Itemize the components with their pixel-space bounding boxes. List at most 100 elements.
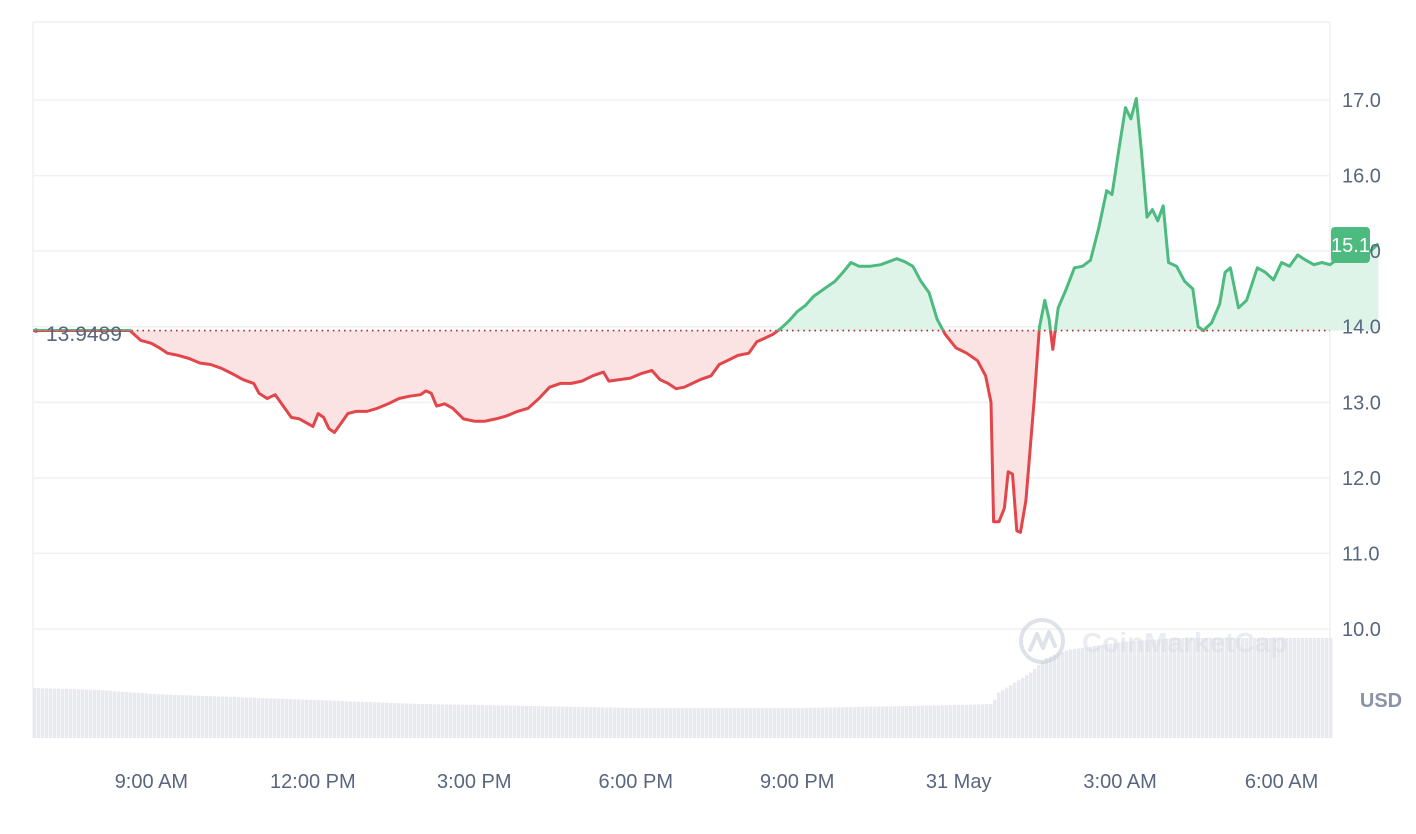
volume-bar bbox=[681, 708, 685, 738]
volume-bar bbox=[285, 698, 289, 738]
x-tick-label: 6:00 AM bbox=[1245, 771, 1318, 793]
volume-bar bbox=[993, 699, 997, 738]
volume-bar bbox=[1265, 638, 1269, 738]
volume-bar bbox=[1009, 685, 1013, 738]
volume-bar bbox=[545, 706, 549, 738]
volume-bar bbox=[169, 694, 173, 738]
volume-bar bbox=[1101, 644, 1105, 738]
volume-bar bbox=[777, 708, 781, 738]
volume-bar bbox=[585, 707, 589, 738]
volume-bar bbox=[141, 693, 145, 738]
volume-bar bbox=[221, 696, 225, 738]
volume-bar bbox=[737, 708, 741, 738]
volume-bar bbox=[757, 708, 761, 738]
area-fills bbox=[33, 98, 1379, 533]
volume-bar bbox=[1001, 690, 1005, 738]
volume-bar bbox=[257, 697, 261, 738]
volume-bar bbox=[313, 700, 317, 738]
volume-bar bbox=[1129, 641, 1133, 738]
volume-bar bbox=[145, 693, 149, 738]
volume-bar bbox=[205, 695, 209, 738]
volume-bar bbox=[329, 700, 333, 738]
volume-bar bbox=[849, 707, 853, 738]
volume-bar bbox=[1069, 649, 1073, 738]
volume-bar bbox=[1177, 638, 1181, 738]
volume-bar bbox=[677, 708, 681, 738]
volume-bar bbox=[1049, 656, 1053, 738]
volume-bar bbox=[937, 705, 941, 738]
volume-bar bbox=[45, 688, 49, 738]
volume-bar bbox=[841, 707, 845, 738]
volume-bar bbox=[389, 702, 393, 738]
volume-bar bbox=[473, 704, 477, 738]
volume-bar bbox=[101, 690, 105, 738]
volume-bar bbox=[701, 708, 705, 738]
volume-bar bbox=[185, 695, 189, 738]
volume-bar bbox=[957, 705, 961, 738]
volume-bar bbox=[1281, 638, 1285, 738]
volume-bar bbox=[105, 690, 109, 738]
volume-bar bbox=[917, 705, 921, 738]
volume-bar bbox=[197, 695, 201, 738]
volume-bar bbox=[1189, 638, 1193, 738]
volume-bar bbox=[269, 698, 273, 738]
volume-bar bbox=[1073, 649, 1077, 738]
volume-bar bbox=[953, 705, 957, 738]
volume-bar bbox=[1169, 638, 1173, 738]
volume-bar bbox=[557, 706, 561, 738]
volume-bar bbox=[425, 704, 429, 738]
price-lines bbox=[33, 97, 1380, 534]
volume-bar bbox=[981, 704, 985, 738]
volume-bar bbox=[745, 708, 749, 738]
volume-bar bbox=[553, 706, 557, 738]
volume-bar bbox=[1309, 638, 1313, 738]
volume-bar bbox=[961, 704, 965, 738]
volume-bar bbox=[1157, 639, 1161, 738]
volume-bar bbox=[1013, 682, 1017, 738]
volume-bar bbox=[1193, 638, 1197, 738]
volume-bar bbox=[1065, 650, 1069, 738]
volume-bar bbox=[1133, 641, 1137, 738]
volume-bar bbox=[365, 701, 369, 738]
volume-bar bbox=[729, 708, 733, 738]
volume-bar bbox=[753, 708, 757, 738]
volume-bar bbox=[1029, 672, 1033, 738]
volume-bar bbox=[417, 703, 421, 738]
volume-bar bbox=[925, 705, 929, 738]
volume-bar bbox=[905, 705, 909, 738]
volume-bar bbox=[921, 705, 925, 738]
volume-bar bbox=[1321, 638, 1325, 738]
volume-bar bbox=[521, 705, 525, 738]
volume-bar bbox=[213, 696, 217, 738]
volume-bar bbox=[273, 698, 277, 738]
volume-bar bbox=[801, 707, 805, 738]
volume-bar bbox=[793, 708, 797, 738]
volume-bar bbox=[437, 704, 441, 738]
volume-bar bbox=[73, 689, 77, 738]
volume-bar bbox=[1205, 638, 1209, 738]
volume-bar bbox=[513, 705, 517, 738]
volume-bar bbox=[65, 688, 69, 738]
y-tick-label: 13.0 bbox=[1342, 392, 1381, 414]
volume-bar bbox=[1201, 638, 1205, 738]
price-line-up bbox=[33, 97, 1380, 331]
volume-bar bbox=[277, 698, 281, 738]
volume-bar bbox=[797, 708, 801, 738]
volume-bar bbox=[157, 694, 161, 738]
volume-bar bbox=[1209, 638, 1213, 738]
volume-bar bbox=[949, 705, 953, 738]
volume-bar bbox=[1225, 638, 1229, 738]
volume-bar bbox=[709, 708, 713, 738]
volume-bar bbox=[1229, 638, 1233, 738]
volume-bar bbox=[1261, 638, 1265, 738]
volume-bar bbox=[741, 708, 745, 738]
volume-bar bbox=[625, 707, 629, 738]
volume-bar bbox=[41, 688, 45, 738]
volume-bar bbox=[509, 705, 513, 738]
volume-bar bbox=[845, 707, 849, 738]
volume-bar bbox=[1277, 638, 1281, 738]
volume-bar bbox=[1301, 638, 1305, 738]
volume-bar bbox=[721, 708, 725, 738]
currency-label: USD bbox=[1360, 690, 1402, 712]
